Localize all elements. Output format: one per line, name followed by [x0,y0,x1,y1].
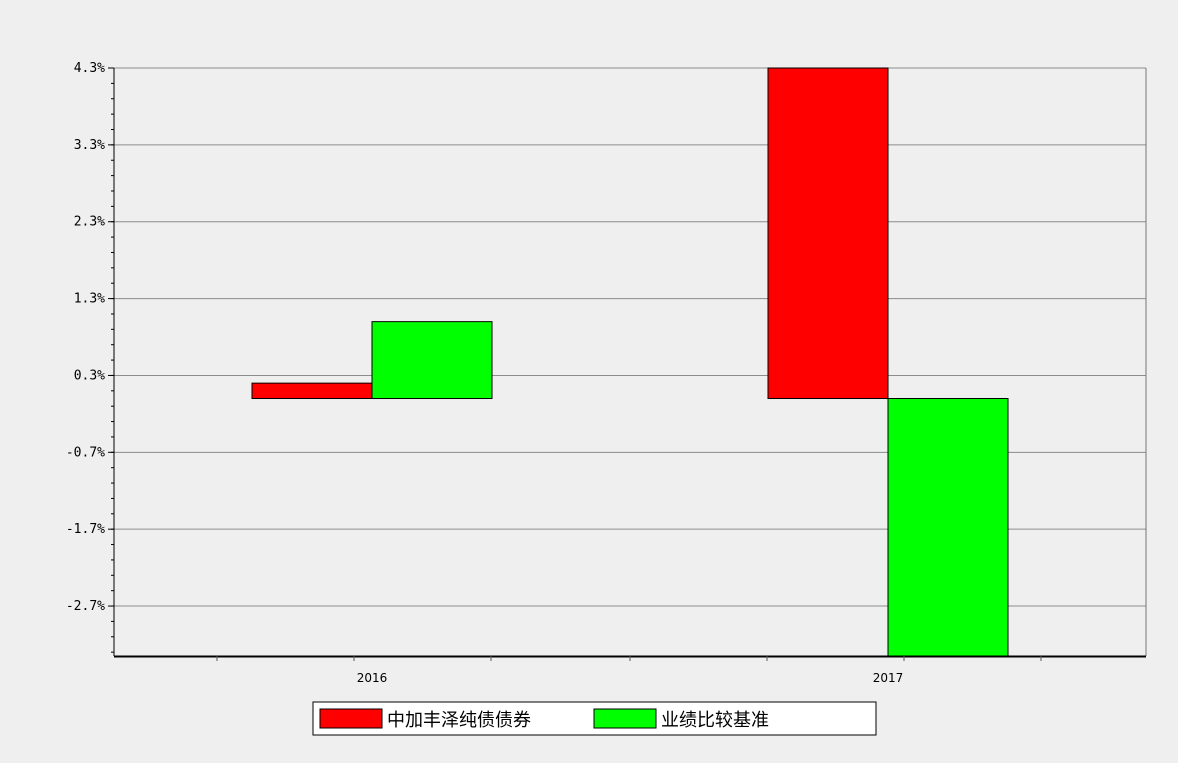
x-axis-ticks: 2016 2017 [216,656,1042,685]
y-tick-label: 4.3% [74,61,105,76]
bar-2016-series-1 [251,382,373,400]
legend: 中加丰泽纯债债券 业绩比较基准 [312,701,877,736]
legend-swatch-2 [593,708,657,729]
bars [251,67,1009,658]
legend-swatch-1 [319,708,383,729]
y-tick-label: 1.3% [74,292,105,307]
y-tick-label: 2.3% [74,215,105,230]
legend-label-2: 业绩比较基准 [661,710,769,731]
y-tick-label: -0.7% [66,445,105,460]
x-tick-label: 2016 [357,671,388,685]
bar-2016-series-2 [371,321,493,400]
y-tick-label: -2.7% [66,599,105,614]
y-tick-label: -1.7% [66,522,105,537]
y-tick-label: 3.3% [74,138,105,153]
x-tick-label: 2017 [873,671,904,685]
bar-2017-series-1 [767,67,889,400]
y-axis-ticks: 4.3% 3.3% 2.3% 1.3% 0.3% -0.7% -1.7% -2.7% [66,61,114,614]
legend-box [312,701,877,736]
y-tick-label: 0.3% [74,368,105,383]
bar-2017-series-2 [887,398,1009,658]
legend-label-1: 中加丰泽纯债债券 [387,710,531,731]
